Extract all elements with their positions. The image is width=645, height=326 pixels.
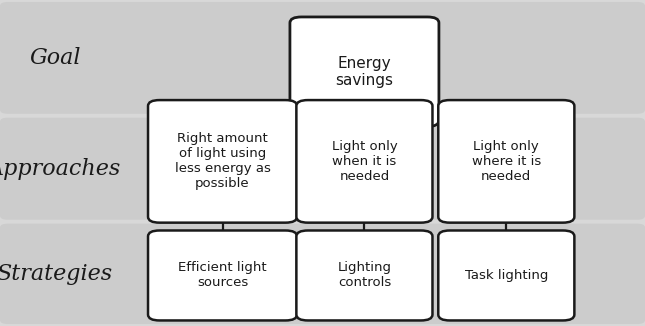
- FancyBboxPatch shape: [439, 230, 574, 320]
- FancyBboxPatch shape: [296, 100, 432, 223]
- FancyBboxPatch shape: [296, 230, 432, 320]
- Text: Right amount
of light using
less energy as
possible: Right amount of light using less energy …: [175, 132, 270, 190]
- Text: Approaches: Approaches: [0, 158, 121, 180]
- Text: Lighting
controls: Lighting controls: [337, 261, 392, 289]
- Text: Light only
when it is
needed: Light only when it is needed: [332, 140, 397, 183]
- Text: Strategies: Strategies: [0, 263, 113, 285]
- FancyBboxPatch shape: [0, 2, 645, 114]
- Text: Goal: Goal: [29, 47, 81, 69]
- Text: Energy
savings: Energy savings: [335, 55, 393, 88]
- FancyBboxPatch shape: [0, 118, 645, 220]
- FancyBboxPatch shape: [439, 100, 574, 223]
- FancyBboxPatch shape: [148, 100, 297, 223]
- FancyBboxPatch shape: [290, 17, 439, 126]
- Text: Efficient light
sources: Efficient light sources: [178, 261, 267, 289]
- Text: Task lighting: Task lighting: [464, 269, 548, 282]
- FancyBboxPatch shape: [148, 230, 297, 320]
- Text: Light only
where it is
needed: Light only where it is needed: [471, 140, 541, 183]
- FancyBboxPatch shape: [0, 224, 645, 324]
